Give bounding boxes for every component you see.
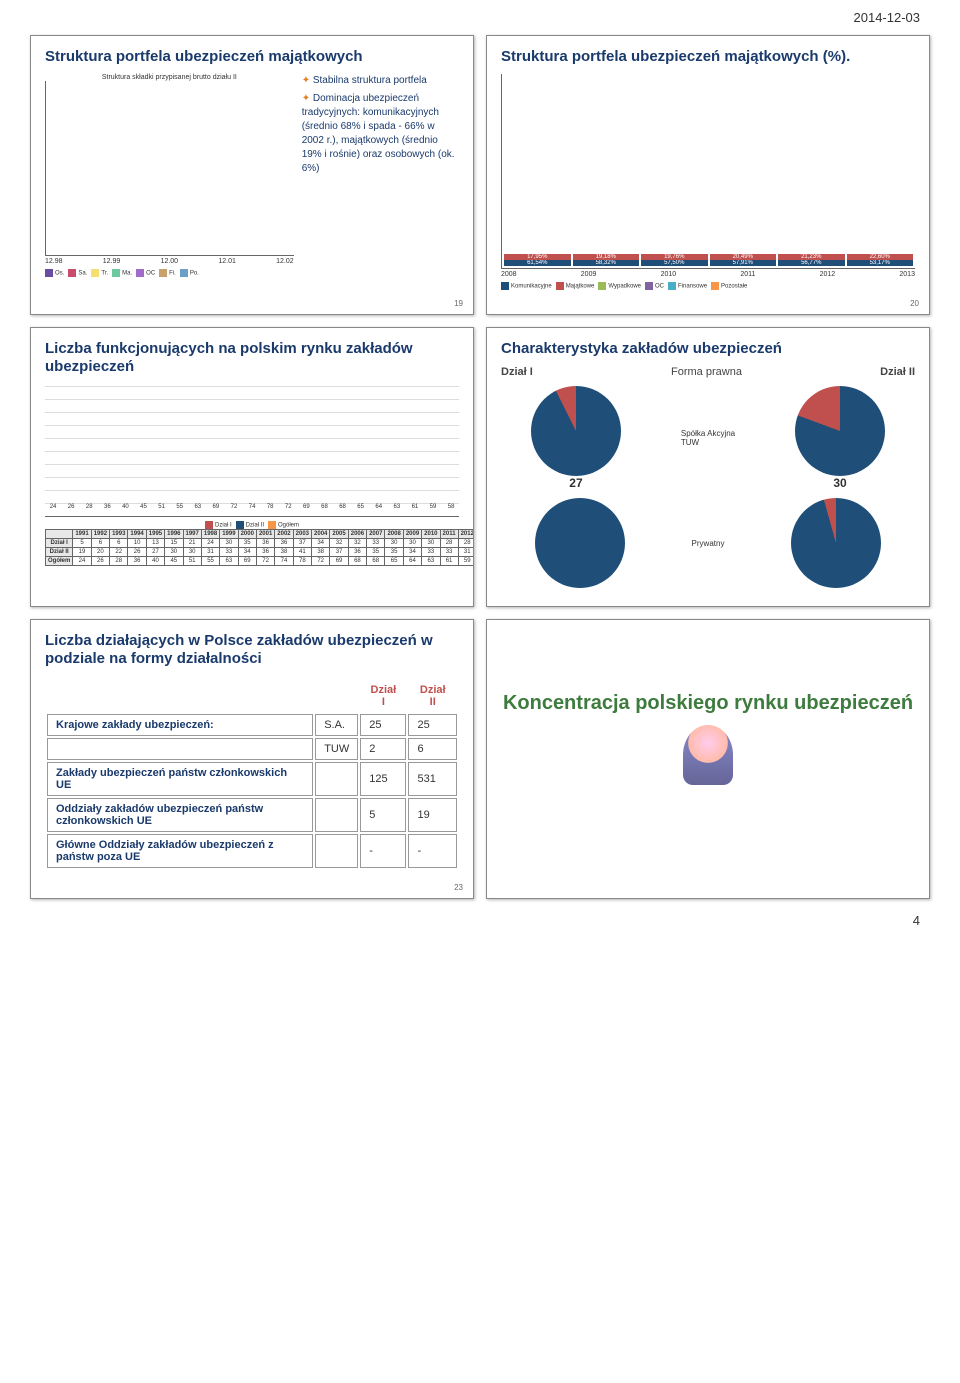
wizard-icon — [683, 725, 733, 785]
slide1-chart-title: Struktura składki przypisanej brutto dzi… — [45, 74, 294, 81]
slide2-footer: 20 — [910, 299, 919, 308]
slide3-legend: Dział IDział IIOgółem — [45, 521, 459, 529]
slide2-legend: KomunikacyjneMajątkoweWypadkoweOCFinanso… — [501, 282, 915, 290]
slide-formy-dzialalnosci: Liczba działających w Polsce zakładów ub… — [30, 619, 474, 899]
slide-liczba-zakladow: Liczba funkcjonujących na polskim rynku … — [30, 327, 474, 607]
slide3-table: 1991199219931994199519961997199819992000… — [45, 529, 474, 566]
pie1-total: 27 — [531, 476, 621, 490]
slide6-title: Koncentracja polskiego rynku ubezpieczeń — [501, 692, 915, 715]
slide-struktura-procent: Struktura portfela ubezpieczeń majątkowy… — [486, 35, 930, 315]
pie-dzial2-forma — [795, 386, 885, 476]
slide-charakterystyka: Charakterystyka zakładów ubezpieczeń Dzi… — [486, 327, 930, 607]
slide2-chart: 61,54%17,95%58,32%19,18%57,50%19,76%57,9… — [501, 74, 915, 269]
pie-dzial2-owner — [791, 498, 881, 588]
slide4-pies-row1: 27 Spółka AkcyjnaTUW 30 — [501, 386, 915, 490]
slide-struktura-portfela: Struktura portfela ubezpieczeń majątkowy… — [30, 35, 474, 315]
slide1-footer: 19 — [454, 299, 463, 308]
slide1-legend: Os.Sa.Tr.Ma.OCFi.Po. — [45, 269, 294, 277]
page-date: 2014-12-03 — [0, 0, 960, 25]
slide1-title: Struktura portfela ubezpieczeń majątkowy… — [45, 48, 459, 66]
pie2-total: 30 — [795, 476, 885, 490]
slide5-footer: 23 — [454, 883, 463, 892]
page-number: 4 — [0, 909, 960, 938]
slide-koncentracja: Koncentracja polskiego rynku ubezpieczeń — [486, 619, 930, 899]
slide4-d2: Dział II — [880, 366, 915, 378]
slide4-forma: Forma prawna — [671, 366, 742, 378]
slide1-bullets: ✦ Stabilna struktura portfela✦ Dominacja… — [302, 74, 459, 277]
slide2-title: Struktura portfela ubezpieczeń majątkowy… — [501, 48, 915, 66]
slide5-table: Dział IDział IIKrajowe zakłady ubezpiecz… — [45, 678, 459, 870]
slide-grid: Struktura portfela ubezpieczeń majątkowy… — [0, 25, 960, 909]
slide4-legend2: Prywatny — [692, 539, 725, 548]
pie-dzial1-forma — [531, 386, 621, 476]
slide4-d1: Dział I — [501, 366, 533, 378]
slide4-legend1: Spółka AkcyjnaTUW — [681, 429, 735, 447]
slide1-chart — [45, 81, 294, 256]
slide4-title: Charakterystyka zakładów ubezpieczeń — [501, 340, 915, 358]
slide5-title: Liczba działających w Polsce zakładów ub… — [45, 632, 459, 668]
slide3-title: Liczba funkcjonujących na polskim rynku … — [45, 340, 459, 376]
slide2-xaxis: 200820092010201120122013 — [501, 271, 915, 278]
slide4-pies-row2: Prywatny — [501, 498, 915, 588]
pie-dzial1-owner — [535, 498, 625, 588]
slide3-chart: 2426283640455155636972747872696868656463… — [45, 384, 459, 517]
slide1-xaxis: 12.9812.9912.0012.0112.02 — [45, 258, 294, 265]
